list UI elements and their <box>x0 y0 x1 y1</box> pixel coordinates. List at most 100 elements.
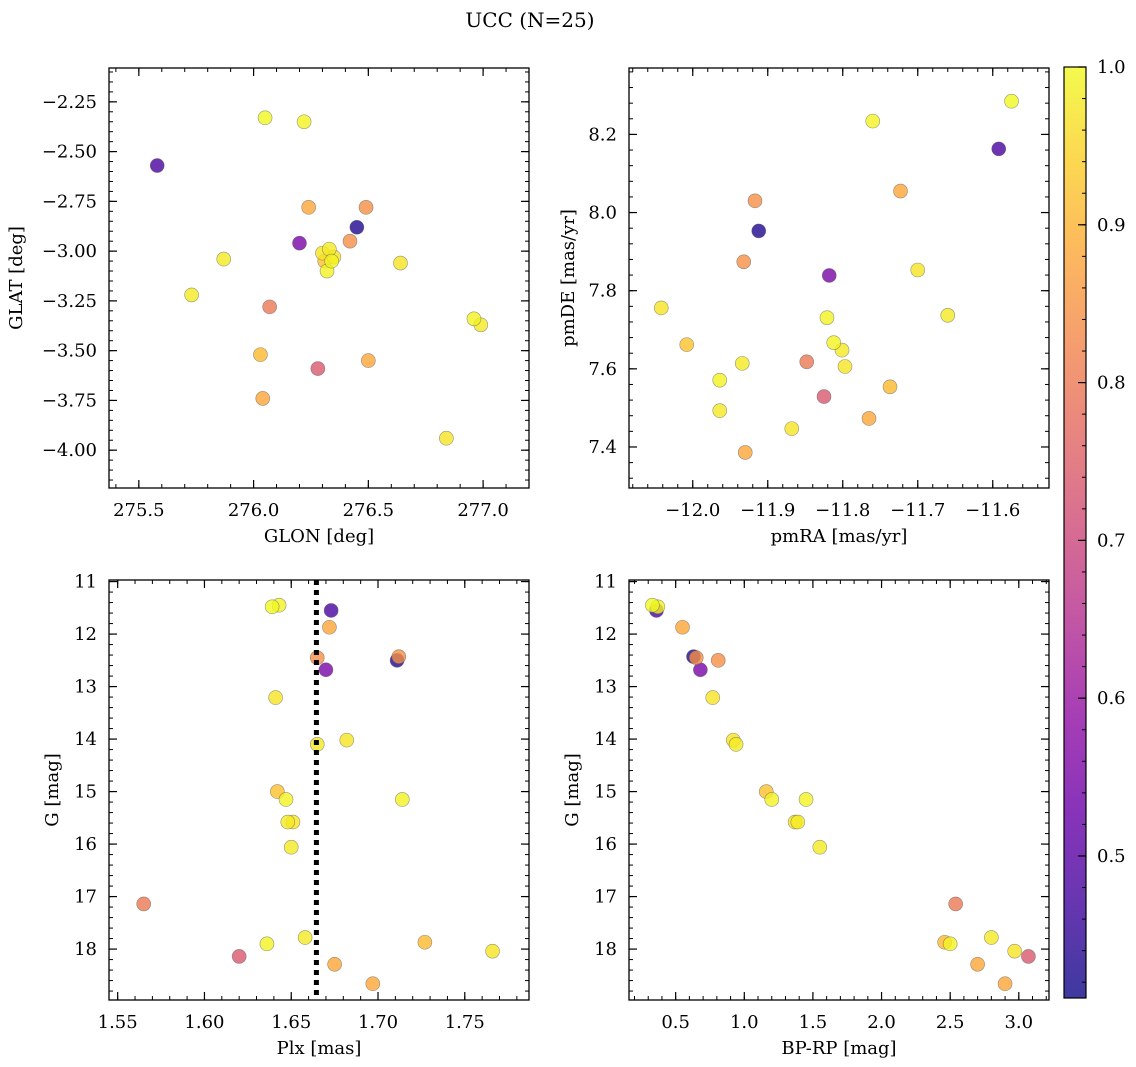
data-point <box>712 403 728 418</box>
y-tick-label: 7.8 <box>588 281 617 302</box>
data-point <box>816 389 832 404</box>
x-tick-label: −11.7 <box>890 500 945 521</box>
data-point <box>734 356 750 371</box>
data-point <box>764 792 780 807</box>
y-axis-label: GLAT [deg] <box>6 226 27 330</box>
data-point <box>297 930 313 945</box>
x-tick-label: −11.9 <box>740 500 795 521</box>
x-tick-label: 1.55 <box>98 1012 138 1033</box>
data-point <box>342 233 358 249</box>
y-tick-label: 7.4 <box>588 437 617 458</box>
data-point <box>231 949 247 964</box>
data-point <box>216 251 232 267</box>
panel-4: 0.5 1.0 1.5 2.0 2.5 3.0 11 12 13 14 15 16 17 18 BP-RP … <box>562 572 1050 1059</box>
x-tick-label: 275.5 <box>113 500 165 521</box>
x-axis-label: pmRA [mas/yr] <box>771 526 908 547</box>
data-point <box>262 299 277 315</box>
y-tick-label: 14 <box>594 729 617 750</box>
data-point <box>323 603 339 618</box>
y-tick-label: −3.00 <box>42 241 97 262</box>
x-tick-label: −12.0 <box>665 500 720 521</box>
panel-2: −12.0 −11.9 −11.8 −11.7 −11.6 7.4 7.6 7.8 8.0 8.2… <box>558 67 1050 547</box>
data-point <box>358 200 374 215</box>
y-tick-label: 18 <box>74 939 97 960</box>
data-point <box>790 814 806 830</box>
panel-3: 1.55 1.60 1.65 1.70 1.75 11 12 13 14 15 16 17 18 Plx … <box>42 572 530 1059</box>
y-tick-label: −3.50 <box>42 341 97 362</box>
data-point <box>361 353 376 368</box>
data-point <box>991 141 1007 157</box>
data-point <box>184 287 199 303</box>
data-point <box>747 193 763 209</box>
y-tick-label: 12 <box>594 624 617 645</box>
data-point <box>257 110 273 126</box>
colorbar-gradient <box>1064 67 1086 998</box>
data-point <box>970 956 985 972</box>
x-tick-label: 1.65 <box>271 1012 311 1033</box>
data-point <box>149 158 165 173</box>
data-point <box>264 599 280 615</box>
y-tick-label: 18 <box>594 939 617 960</box>
axes-frame <box>628 67 1050 489</box>
data-point <box>339 732 355 748</box>
data-point <box>751 223 767 239</box>
figure-title: UCC (N=25) <box>465 8 594 32</box>
data-point <box>910 262 926 278</box>
y-tick-label: 13 <box>594 677 617 698</box>
y-tick-label: −3.75 <box>42 390 97 411</box>
x-tick-label: 276.5 <box>343 500 395 521</box>
data-point <box>296 114 312 130</box>
data-point <box>259 936 275 952</box>
x-tick-label: 2.0 <box>867 1012 896 1033</box>
colorbar-tick-label: 1.0 <box>1097 57 1126 78</box>
data-point <box>737 445 753 460</box>
data-point <box>705 690 721 705</box>
y-tick-label: 15 <box>594 782 617 803</box>
y-axis-label: G [mag] <box>562 753 583 826</box>
data-point <box>466 311 482 327</box>
panel-1: 275.5 276.0 276.5 277.0 −2.25 −2.50 −2.75 −3.00… <box>6 67 530 547</box>
y-tick-label: 13 <box>74 677 97 698</box>
y-tick-label: 11 <box>594 572 617 593</box>
colorbar-tick-label: 0.8 <box>1097 373 1126 394</box>
data-point <box>301 200 316 215</box>
points-layer <box>645 597 1036 992</box>
y-tick-label: 16 <box>594 834 617 855</box>
x-tick-label: 3.0 <box>1004 1012 1033 1033</box>
axes-frame <box>108 67 530 489</box>
y-tick-label: 17 <box>594 887 617 908</box>
y-tick-label: 7.6 <box>588 359 617 380</box>
data-point <box>322 619 337 635</box>
data-point <box>255 391 271 406</box>
y-axis-label: pmDE [mas/yr] <box>558 209 579 347</box>
data-point <box>798 792 814 807</box>
data-point <box>365 976 381 992</box>
data-point <box>893 183 908 199</box>
y-tick-label: 8.0 <box>588 203 617 224</box>
data-point <box>253 347 268 362</box>
data-point <box>485 943 500 959</box>
y-tick-label: −2.25 <box>42 92 97 113</box>
data-point <box>292 235 307 251</box>
data-point <box>653 300 669 316</box>
data-point <box>1007 943 1022 959</box>
x-tick-label: 1.5 <box>799 1012 828 1033</box>
data-point <box>997 976 1013 992</box>
axes-frame <box>108 579 530 1001</box>
data-point <box>349 219 365 235</box>
data-point <box>280 814 296 830</box>
data-point <box>283 839 299 855</box>
x-tick-label: 1.60 <box>184 1012 224 1033</box>
x-tick-label: 2.5 <box>936 1012 965 1033</box>
points-layer <box>653 93 1019 460</box>
data-point <box>837 359 853 374</box>
x-tick-label: 276.0 <box>228 500 280 521</box>
data-point <box>395 792 410 807</box>
x-tick-label: 1.70 <box>358 1012 398 1033</box>
data-point <box>819 310 835 325</box>
data-point <box>391 649 407 664</box>
y-axis-label: G [mag] <box>42 753 63 826</box>
y-tick-label: 14 <box>74 729 97 750</box>
colorbar-tick-label: 0.7 <box>1097 530 1126 551</box>
data-point <box>710 653 726 668</box>
